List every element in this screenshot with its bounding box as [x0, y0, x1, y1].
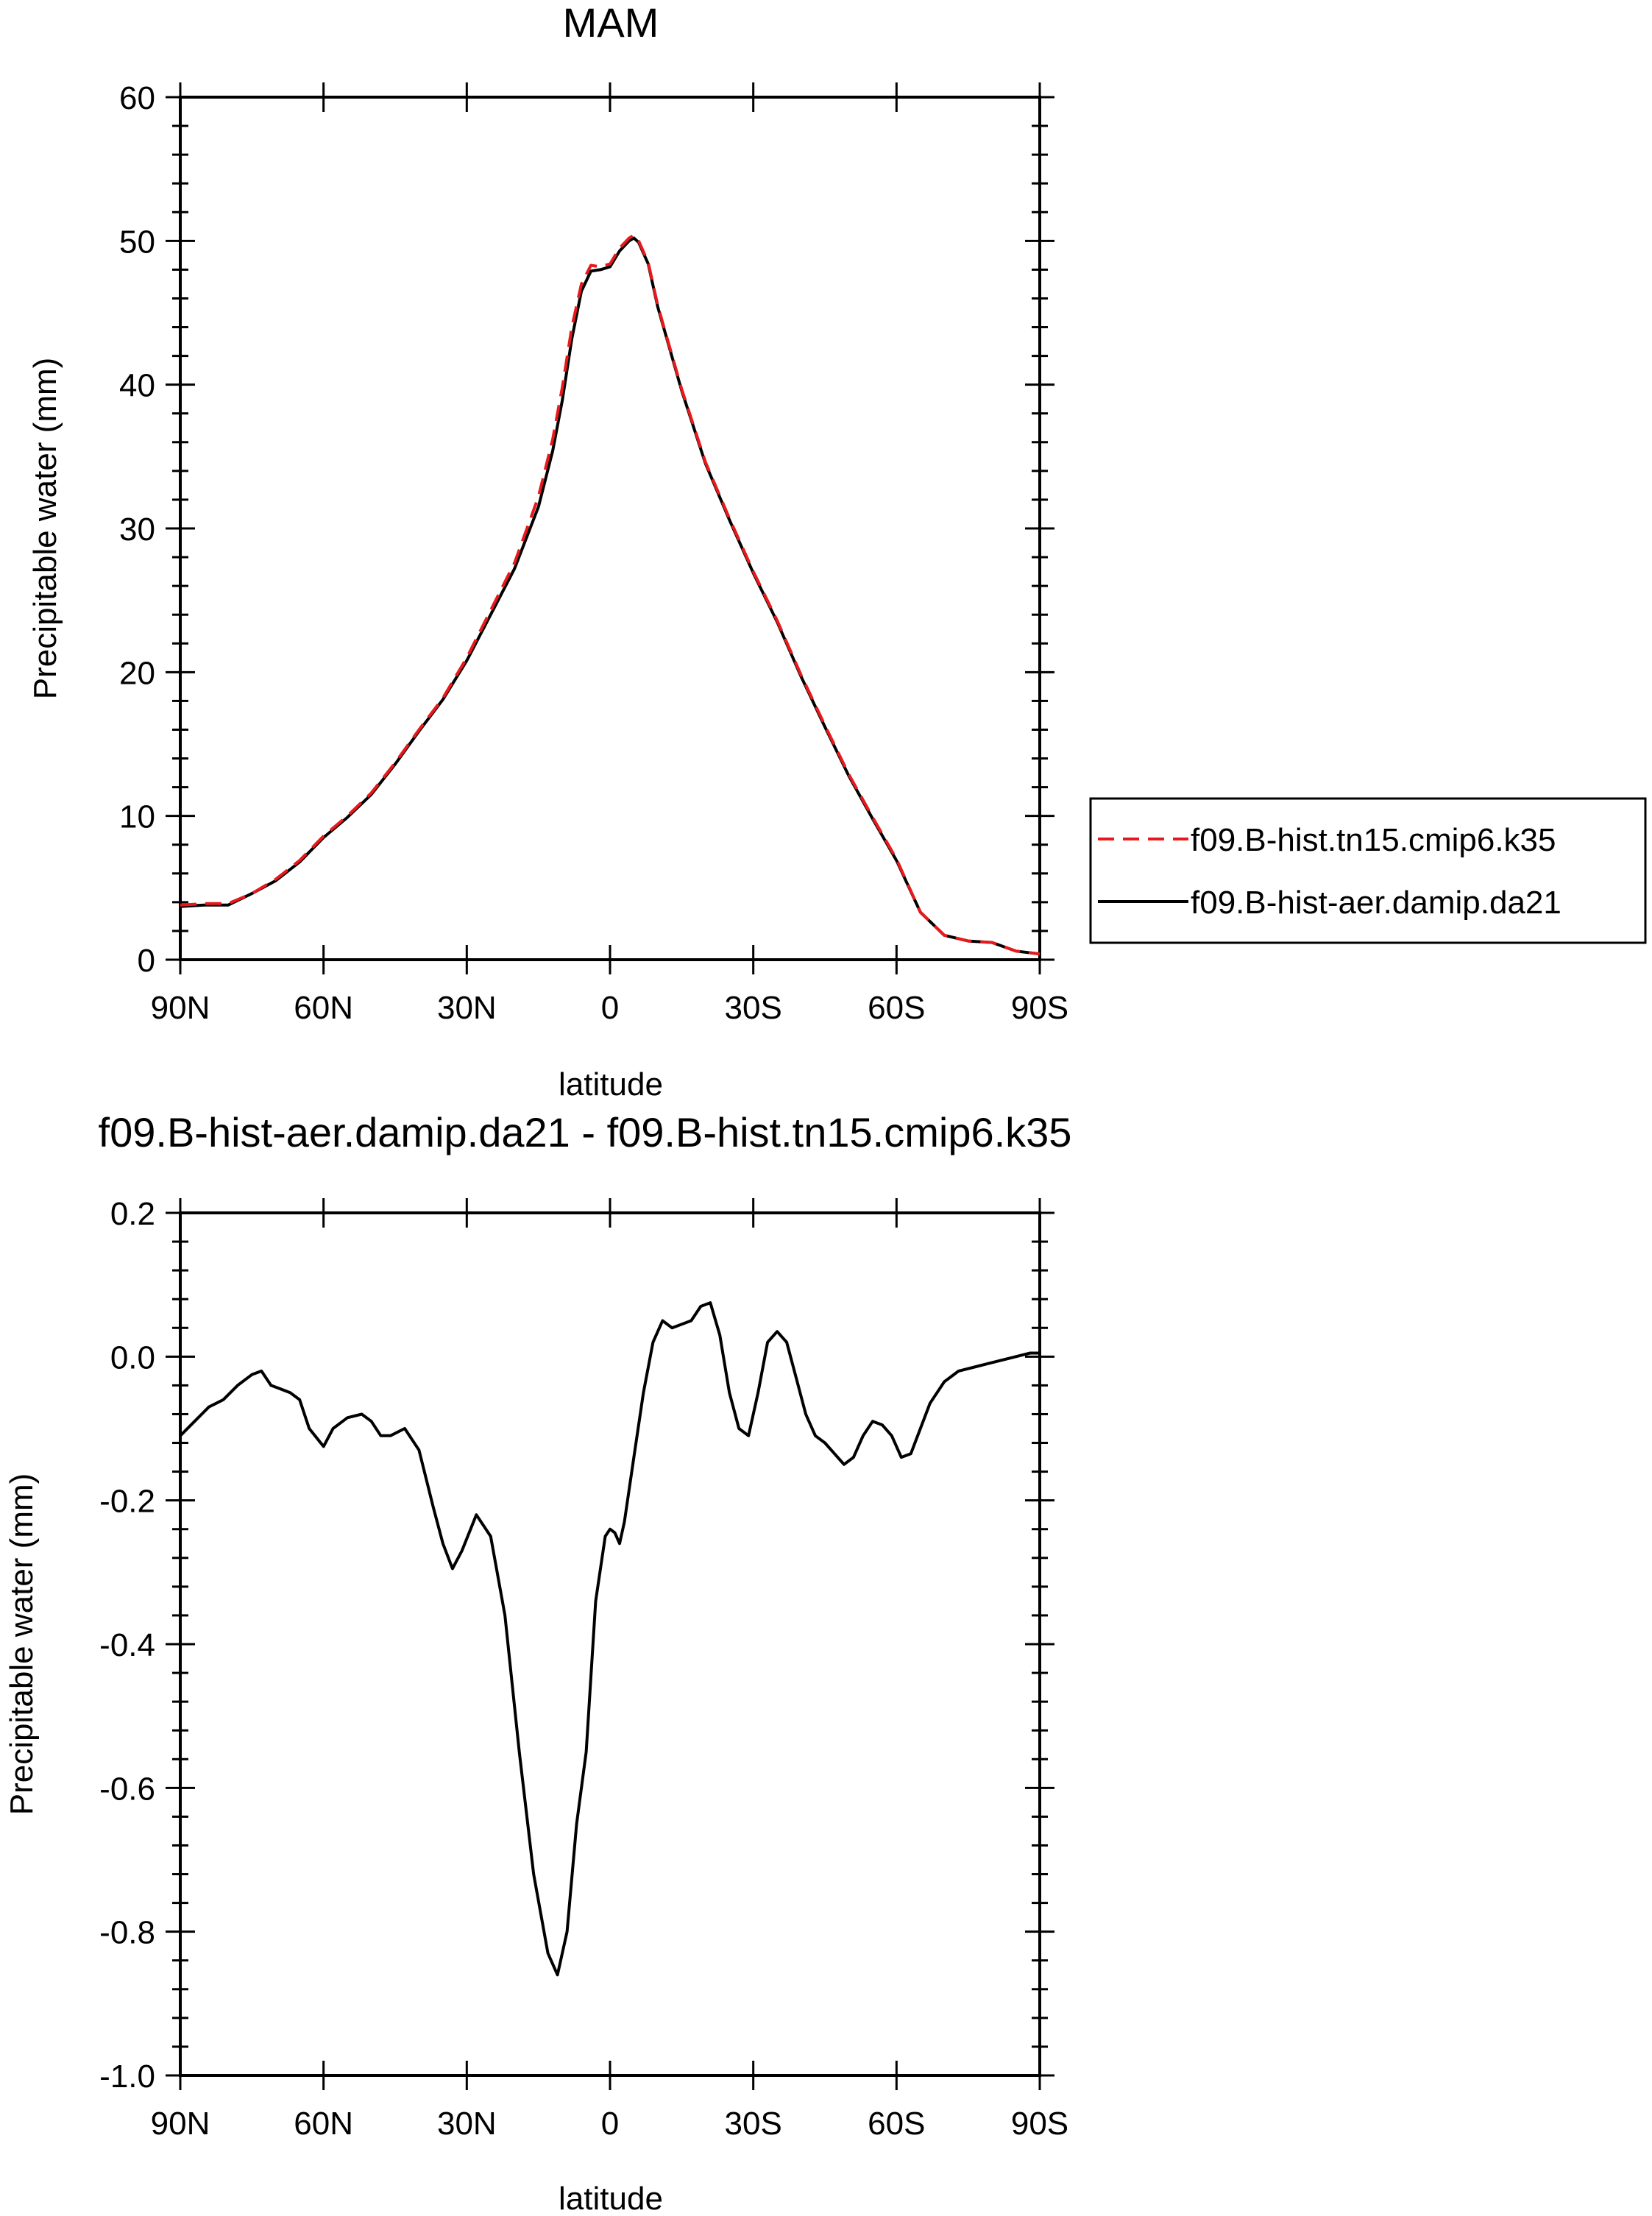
x-tick-label: 0	[601, 2106, 619, 2142]
plot-frame	[179, 96, 1041, 961]
axis-tick-labels: 0 10 20 30 40 50 60 90N 60N 30N 0 30S 60S 90S	[119, 80, 1068, 1026]
y-tick-label: 0.2	[110, 1196, 155, 1232]
x-tick-label: 90S	[1011, 990, 1068, 1026]
axis-tick-labels: -1.0 -0.8 -0.6 -0.4 -0.2 0.0 0.2 90N 60N 30N 0 30S 6…	[99, 1196, 1068, 2142]
y-tick-label: -0.2	[99, 1484, 155, 1520]
y-tick-label: 30	[119, 511, 155, 548]
x-tick-label: 90S	[1011, 2106, 1068, 2142]
x-tick-label: 60S	[868, 2106, 925, 2142]
y-tick-label: 40	[119, 368, 155, 404]
series-lines	[179, 1301, 1040, 1977]
series-line-1	[180, 233, 1041, 956]
series-line-1	[179, 1301, 1040, 1977]
legend-box	[1089, 797, 1647, 944]
x-axis-label: latitude	[559, 1066, 663, 1102]
panel-precipitable-water: MAM 0 10 20 30 40 50 60 90N 60N 30N 0 30S 60S 90S lat…	[27, 0, 1647, 1102]
plot-frame	[179, 1211, 1041, 2077]
y-tick-label: -0.6	[99, 1771, 155, 1807]
x-axis-label: latitude	[559, 2181, 663, 2216]
panel-difference: f09.B-hist-aer.damip.da21 - f09.B-hist.t…	[4, 1109, 1071, 2216]
x-tick-label: 30S	[725, 2106, 782, 2142]
y-tick-label: -1.0	[99, 2059, 155, 2095]
x-tick-label: 30S	[725, 990, 782, 1026]
y-tick-label: 0	[138, 943, 155, 979]
x-tick-label: 30N	[437, 2106, 497, 2142]
x-tick-label: 30N	[437, 990, 497, 1026]
series-lines	[180, 233, 1041, 956]
y-axis-label: Precipitable water (mm)	[27, 358, 63, 700]
axis-ticks	[166, 82, 1054, 974]
axis-ticks	[166, 1198, 1054, 2090]
x-tick-label: 90N	[151, 2106, 210, 2142]
x-tick-label: 0	[601, 990, 619, 1026]
x-tick-label: 60N	[294, 990, 353, 1026]
legend-label-series-1: f09.B-hist.tn15.cmip6.k35	[1191, 822, 1556, 858]
y-tick-label: 0.0	[110, 1339, 155, 1376]
legend: f09.B-hist.tn15.cmip6.k35 f09.B-hist-aer…	[1089, 797, 1647, 944]
x-tick-label: 60N	[294, 2106, 353, 2142]
y-tick-label: -0.8	[99, 1915, 155, 1951]
series-line-2	[180, 236, 1041, 956]
chart-title: MAM	[563, 0, 659, 46]
x-tick-label: 90N	[151, 990, 210, 1026]
chart-title: f09.B-hist-aer.damip.da21 - f09.B-hist.t…	[99, 1109, 1072, 1155]
y-tick-label: 10	[119, 799, 155, 835]
x-tick-label: 60S	[868, 990, 925, 1026]
legend-label-series-2: f09.B-hist-aer.damip.da21	[1191, 885, 1561, 921]
y-axis-label: Precipitable water (mm)	[4, 1473, 40, 1816]
y-tick-label: 50	[119, 224, 155, 260]
y-tick-label: -0.4	[99, 1627, 155, 1663]
y-tick-label: 60	[119, 80, 155, 116]
y-tick-label: 20	[119, 655, 155, 691]
